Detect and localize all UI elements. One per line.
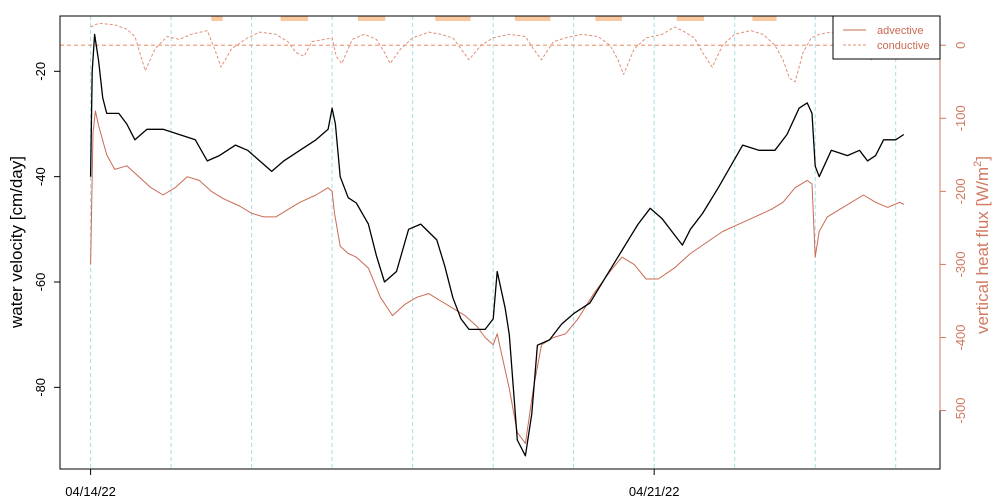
- daylight-bar-5: [595, 16, 622, 21]
- y-right-tick-label: -100: [953, 105, 968, 131]
- y-right-tick-label: -500: [953, 398, 968, 424]
- series-layer: [89, 22, 905, 457]
- y-right-tick-label: -400: [953, 324, 968, 350]
- axes-layer: -20 -40 -60 -80 0 -100 -200 -300 -400 -500 04/14/2…: [33, 42, 968, 499]
- y-left-tick-label: -20: [33, 62, 48, 81]
- plot-frame: [59, 15, 941, 470]
- daylight-bar-6: [676, 16, 705, 21]
- y-axis-right-title: vertical heat flux [W/m2]: [972, 156, 992, 334]
- y-axis-right-title-close: ]: [973, 156, 992, 161]
- legend-box: [832, 15, 941, 60]
- daylight-bar-1: [280, 16, 308, 21]
- y-right-tick-label: -200: [953, 178, 968, 204]
- daylight-bar-0: [211, 16, 223, 21]
- y-left-tick-label: -40: [33, 167, 48, 186]
- grid-layer: [60, 16, 940, 469]
- y-right-tick-label: 0: [953, 42, 968, 49]
- legend-label-advective: advective: [877, 25, 923, 37]
- legend-label-conductive: conductive: [877, 40, 930, 52]
- series-line-water-velocity: [89, 33, 905, 457]
- daylight-bar-2: [357, 16, 386, 21]
- daylight-bar-7: [752, 16, 777, 21]
- y-left-tick-label: -60: [33, 273, 48, 292]
- daylight-bars-layer: [211, 16, 777, 21]
- series-line-advective: [90, 110, 905, 444]
- y-right-tick-label: -300: [953, 251, 968, 277]
- daylight-bar-3: [435, 16, 471, 21]
- y-axis-left-title: water velocity [cm/day]: [7, 156, 26, 329]
- y-left-tick-label: -80: [33, 378, 48, 397]
- y-axis-right-title-sup: 2: [972, 161, 984, 167]
- y-axis-right-title-base: vertical heat flux [W/m: [973, 167, 992, 334]
- x-tick-label: 04/14/22: [65, 484, 116, 499]
- daylight-bar-4: [514, 16, 551, 21]
- x-tick-label: 04/21/22: [629, 484, 680, 499]
- series-line-conductive: [90, 22, 905, 83]
- legend: advective conductive: [832, 15, 941, 60]
